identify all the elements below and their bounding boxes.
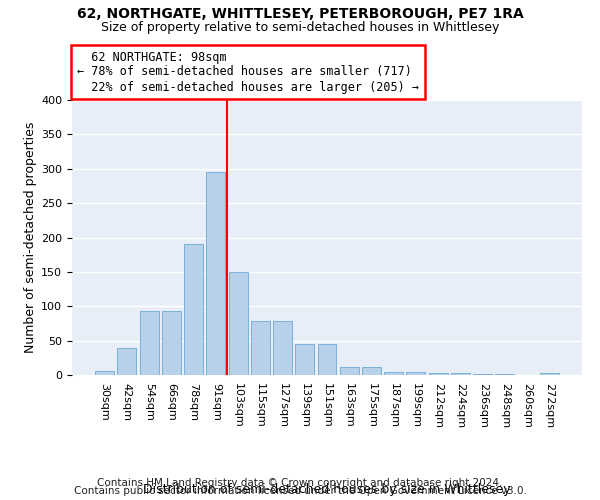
Bar [251,322,270,375]
Bar [340,368,359,375]
Bar [229,272,248,375]
Bar [317,344,337,375]
Bar [273,322,292,375]
Text: 62, NORTHGATE, WHITTLESEY, PETERBOROUGH, PE7 1RA: 62, NORTHGATE, WHITTLESEY, PETERBOROUGH,… [77,8,523,22]
Bar [540,373,559,375]
Bar [184,244,203,375]
Bar [140,311,158,375]
Bar [362,368,381,375]
Bar [118,348,136,375]
Text: 62 NORTHGATE: 98sqm
← 78% of semi-detached houses are smaller (717)
  22% of sem: 62 NORTHGATE: 98sqm ← 78% of semi-detach… [77,50,419,94]
Bar [95,371,114,375]
Bar [429,373,448,375]
Bar [473,374,492,375]
Bar [295,344,314,375]
Bar [451,373,470,375]
Bar [384,372,403,375]
Text: Size of property relative to semi-detached houses in Whittlesey: Size of property relative to semi-detach… [101,21,499,34]
Y-axis label: Number of semi-detached properties: Number of semi-detached properties [24,122,37,353]
Bar [162,311,181,375]
Text: Contains HM Land Registry data © Crown copyright and database right 2024.: Contains HM Land Registry data © Crown c… [97,478,503,488]
Text: Contains public sector information licensed under the Open Government Licence v3: Contains public sector information licen… [74,486,526,496]
Bar [496,374,514,375]
Bar [406,372,425,375]
X-axis label: Distribution of semi-detached houses by size in Whittlesey: Distribution of semi-detached houses by … [143,484,511,496]
Bar [206,172,225,375]
